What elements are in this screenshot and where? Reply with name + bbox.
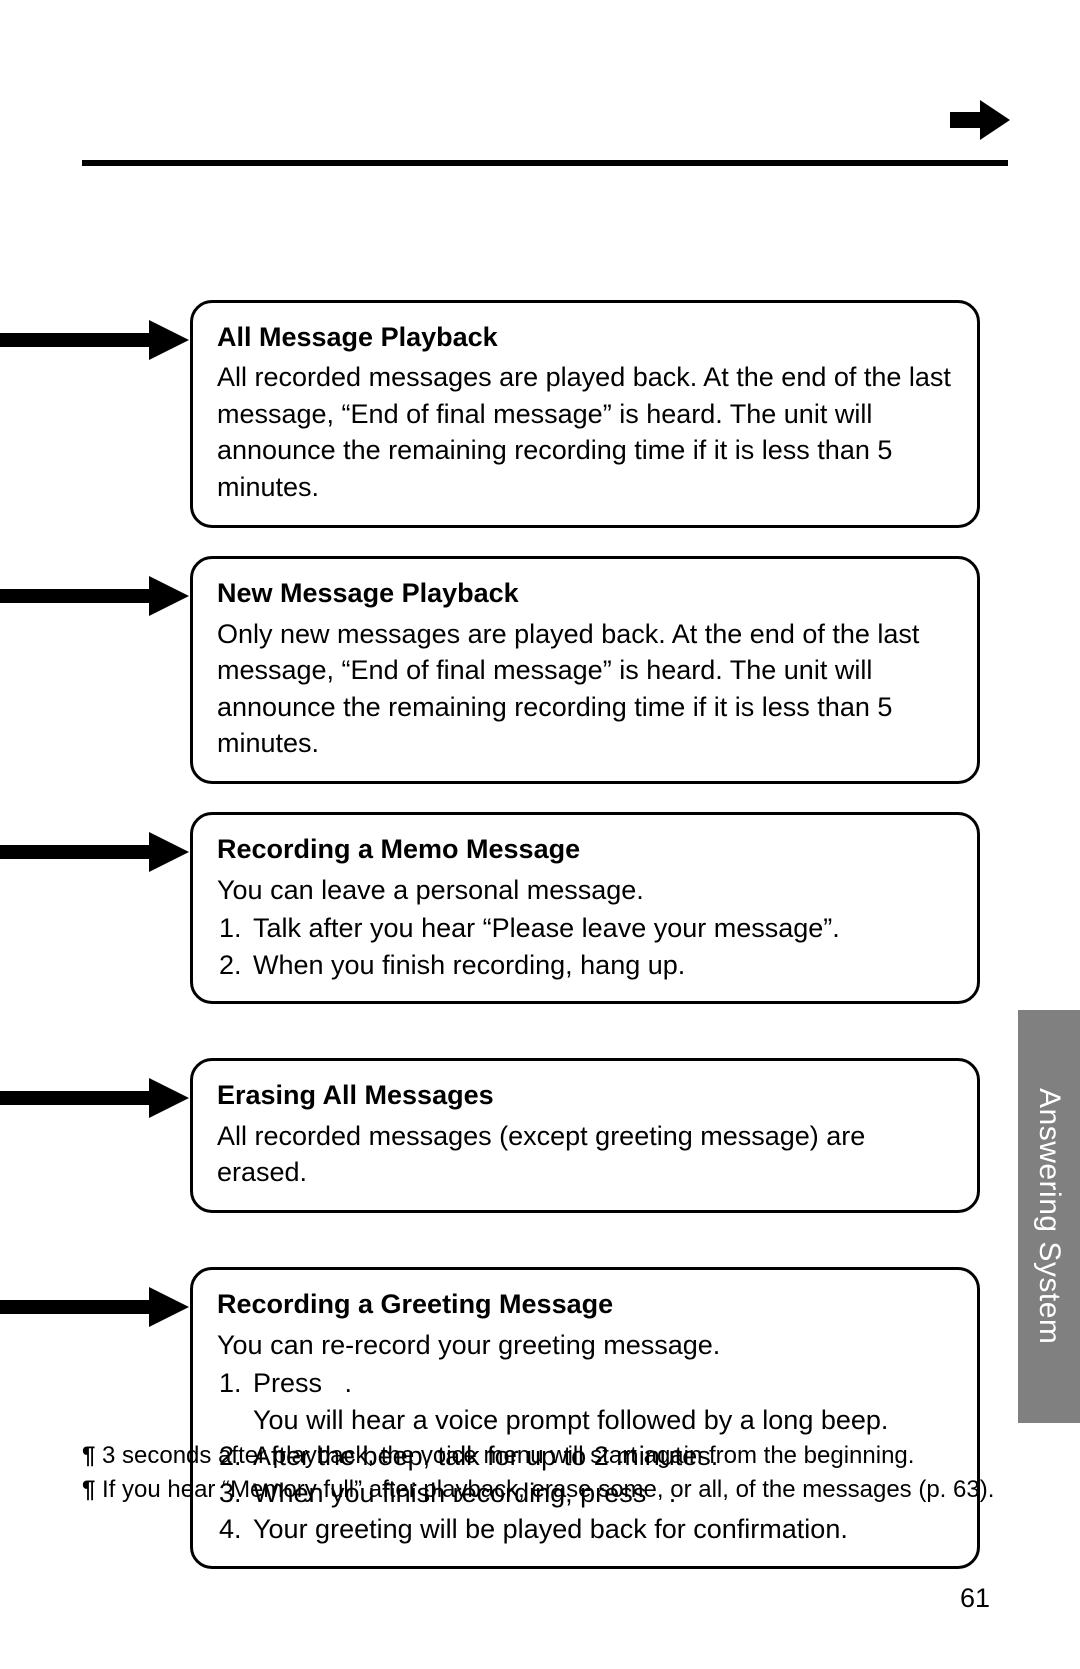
- footnote-text: 3 seconds after playback, the voice menu…: [102, 1442, 914, 1469]
- card-greeting: Recording a Greeting Message You can re-…: [190, 1267, 980, 1568]
- card-intro: You can leave a personal message.: [217, 872, 953, 908]
- card-row-erase: Erasing All Messages All recorded messag…: [0, 1058, 1080, 1213]
- card-new-playback: New Message Playback Only new messages a…: [190, 556, 980, 784]
- bullet-icon: ¶: [82, 1440, 95, 1472]
- card-body: Only new messages are played back. At th…: [217, 616, 953, 762]
- step-item: When you finish recording, hang up.: [249, 947, 953, 983]
- footnote-item: ¶ If you hear “Memory full” after playba…: [82, 1474, 1008, 1506]
- bullet-icon: ¶: [82, 1474, 95, 1506]
- card-body: You can re-record your greeting message.…: [217, 1327, 953, 1548]
- page-container: All Message Playback All recorded messag…: [0, 0, 1080, 1669]
- card-erase: Erasing All Messages All recorded messag…: [190, 1058, 980, 1213]
- footnote-text: If you hear “Memory full” after playback…: [102, 1476, 994, 1503]
- pointer-arrow-icon: [0, 576, 194, 616]
- card-title: Recording a Greeting Message: [217, 1286, 953, 1322]
- card-intro: You can re-record your greeting message.: [217, 1327, 953, 1363]
- card-body: All recorded messages (except greeting m…: [217, 1118, 953, 1191]
- card-all-playback: All Message Playback All recorded messag…: [190, 300, 980, 528]
- card-text: All recorded messages are played back. A…: [217, 359, 953, 505]
- card-row-memo: Recording a Memo Message You can leave a…: [0, 812, 1080, 1004]
- footnotes: ¶ 3 seconds after playback, the voice me…: [82, 1440, 1008, 1509]
- card-text: Only new messages are played back. At th…: [217, 616, 953, 762]
- page-number: 61: [960, 1583, 990, 1614]
- pointer-arrow-icon: [0, 320, 194, 360]
- card-body: You can leave a personal message. Talk a…: [217, 872, 953, 983]
- pointer-arrow-icon: [0, 832, 194, 872]
- footnote-item: ¶ 3 seconds after playback, the voice me…: [82, 1440, 1008, 1472]
- card-steps: Talk after you hear “Please leave your m…: [217, 910, 953, 983]
- card-title: Erasing All Messages: [217, 1077, 953, 1113]
- card-row-new-playback: New Message Playback Only new messages a…: [0, 556, 1080, 784]
- section-tab: Answering System: [1018, 1010, 1080, 1423]
- step-item: Talk after you hear “Please leave your m…: [249, 910, 953, 946]
- pointer-arrow-icon: [0, 1078, 194, 1118]
- card-title: All Message Playback: [217, 319, 953, 355]
- card-text: All recorded messages (except greeting m…: [217, 1118, 953, 1191]
- pointer-arrow-icon: [0, 1287, 194, 1327]
- section-tab-label: Answering System: [1032, 1088, 1066, 1344]
- card-title: Recording a Memo Message: [217, 831, 953, 867]
- step-item: Press . You will hear a voice prompt fol…: [249, 1365, 953, 1438]
- header-rule: [82, 160, 1008, 166]
- card-title: New Message Playback: [217, 575, 953, 611]
- card-memo: Recording a Memo Message You can leave a…: [190, 812, 980, 1004]
- content-area: All Message Playback All recorded messag…: [0, 300, 1080, 1597]
- card-body: All recorded messages are played back. A…: [217, 359, 953, 505]
- card-row-greeting: Recording a Greeting Message You can re-…: [0, 1267, 1080, 1568]
- card-row-all-playback: All Message Playback All recorded messag…: [0, 300, 1080, 528]
- continue-arrow-icon: [950, 100, 1010, 145]
- step-item: Your greeting will be played back for co…: [249, 1511, 953, 1547]
